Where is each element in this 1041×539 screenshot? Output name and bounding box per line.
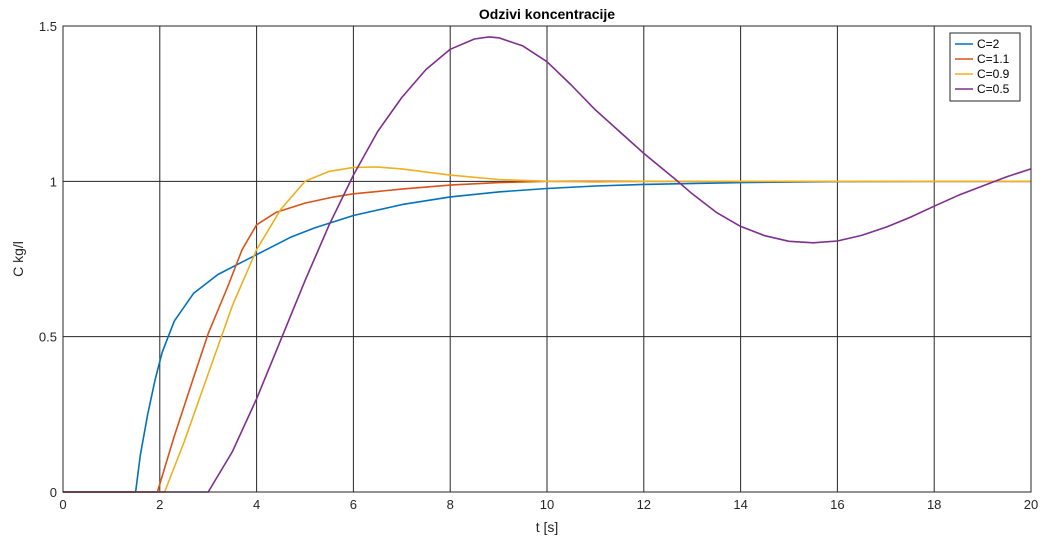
x-tick-label: 14 [733, 497, 747, 512]
y-tick-label: 0.5 [39, 330, 57, 345]
legend-label: C=0.9 [977, 67, 1010, 81]
x-tick-label: 18 [927, 497, 941, 512]
series-line-4 [63, 36, 1032, 493]
x-tick-label: 20 [1024, 497, 1038, 512]
series-line-3 [63, 166, 1031, 493]
legend-label: C=0.5 [977, 82, 1010, 96]
x-tick-label: 6 [350, 497, 357, 512]
x-tick-label: 4 [253, 497, 260, 512]
x-tick-label: 12 [637, 497, 651, 512]
y-axis-label: C kg/l [10, 241, 26, 277]
x-axis-label: t [s] [536, 519, 559, 535]
series-line-1 [63, 180, 1031, 493]
x-tick-label: 16 [830, 497, 844, 512]
y-tick-label: 0 [50, 485, 57, 500]
legend-label: C=1.1 [977, 52, 1010, 66]
x-tick-label: 10 [540, 497, 554, 512]
plot-area-border [62, 25, 1032, 493]
legend: C=2C=1.1C=0.9C=0.5 [949, 32, 1021, 102]
legend-label: C=2 [977, 37, 1000, 51]
x-tick-label: 0 [59, 497, 66, 512]
y-tick-label: 1 [50, 174, 57, 189]
x-tick-label: 8 [447, 497, 454, 512]
series-layer [63, 36, 1032, 493]
chart-title: Odzivi koncentracije [479, 6, 615, 22]
ticks: 0 2 4 6 8 10 12 14 16 18 20 0 0.5 1 1.5 [39, 19, 1038, 512]
y-tick-label: 1.5 [39, 19, 57, 34]
x-tick-label: 2 [156, 497, 163, 512]
